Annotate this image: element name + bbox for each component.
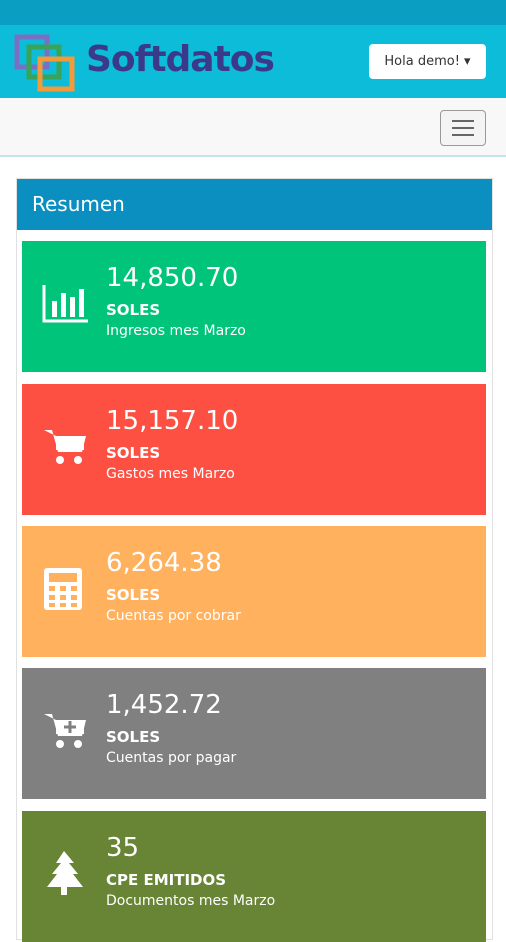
card-unit: CPE EMITIDOS [106, 871, 227, 889]
navbar [0, 98, 506, 157]
card-unit: SOLES [106, 586, 161, 604]
status-bar [0, 0, 506, 25]
card-unit: SOLES [106, 301, 161, 319]
card-value: 1,452.72 [106, 690, 222, 720]
card-value: 14,850.70 [106, 263, 239, 293]
card-label: Documentos mes Marzo [106, 893, 276, 909]
card-unit: SOLES [106, 444, 161, 462]
card-icon [42, 285, 88, 323]
user-button[interactable]: Hola demo! ▾ [369, 44, 486, 79]
summary-panel: Resumen 14,850.70 SOLES Ingresos mes Marzo… [16, 178, 493, 942]
card-icon [44, 714, 86, 748]
menu-toggle[interactable] [440, 110, 486, 146]
summary-card[interactable]: 6,264.38 SOLES Cuentas por cobrar [22, 526, 486, 657]
card-label: Cuentas por cobrar [106, 608, 241, 624]
logo [14, 34, 75, 92]
summary-card[interactable]: 35 CPE EMITIDOS Documentos mes Marzo [22, 811, 486, 942]
card-value: 6,264.38 [106, 548, 222, 578]
card-icon [44, 430, 86, 464]
user-button-label: Hola demo! [384, 54, 460, 69]
header: Softdatos Hola demo! ▾ [0, 25, 506, 98]
summary-card[interactable]: 15,157.10 SOLES Gastos mes Marzo [22, 384, 486, 515]
panel-title: Resumen [17, 179, 492, 230]
card-icon [44, 568, 82, 610]
card-value: 15,157.10 [106, 406, 239, 436]
summary-card[interactable]: 1,452.72 SOLES Cuentas por pagar [22, 668, 486, 799]
card-unit: SOLES [106, 728, 161, 746]
card-label: Gastos mes Marzo [106, 466, 235, 482]
card-label: Cuentas por pagar [106, 750, 237, 766]
card-label: Ingresos mes Marzo [106, 323, 246, 339]
brand[interactable]: Softdatos [86, 39, 275, 80]
card-icon [47, 851, 83, 895]
summary-card[interactable]: 14,850.70 SOLES Ingresos mes Marzo [22, 241, 486, 372]
card-value: 35 [106, 833, 140, 863]
